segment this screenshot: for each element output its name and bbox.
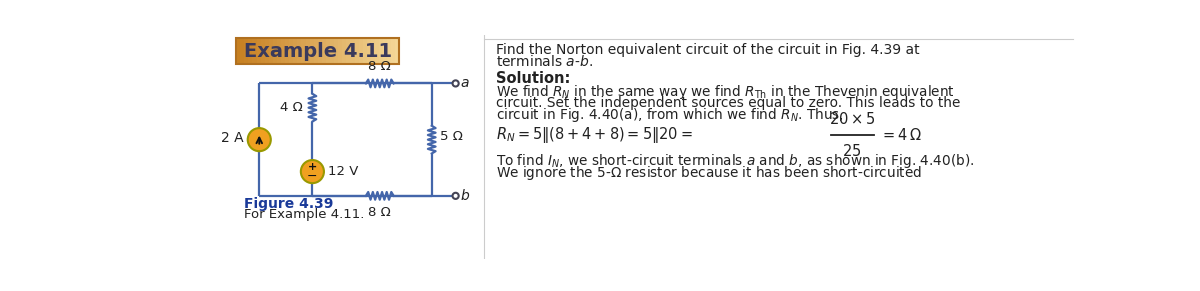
Text: $a$: $a$ [461, 77, 470, 91]
Bar [248, 38, 253, 64]
Text: 2 A: 2 A [221, 131, 244, 145]
Circle shape [452, 80, 458, 86]
Bar [330, 38, 335, 64]
Text: terminals $a$-$b$.: terminals $a$-$b$. [496, 54, 593, 69]
Text: Example 4.11: Example 4.11 [244, 42, 392, 61]
Bar [318, 38, 323, 64]
Bar [260, 38, 265, 64]
Text: We find $R_N$ in the same way we find $R_{\mathrm{Th}}$ in the Thevenin equivale: We find $R_N$ in the same way we find $R… [496, 83, 954, 101]
Bar [326, 38, 330, 64]
Bar [269, 38, 274, 64]
Bar [281, 38, 286, 64]
Bar [334, 38, 338, 64]
Circle shape [247, 128, 271, 151]
Text: circuit in Fig. 4.40(a), from which we find $R_N$. Thus,: circuit in Fig. 4.40(a), from which we f… [496, 106, 844, 124]
Text: 8 Ω: 8 Ω [368, 60, 391, 73]
Bar [342, 38, 347, 64]
Bar [293, 38, 298, 64]
Bar [310, 38, 314, 64]
Bar [245, 38, 248, 64]
Text: To find $I_N$, we short-circuit terminals $a$ and $b$, as shown in Fig. 4.40(b).: To find $I_N$, we short-circuit terminal… [496, 152, 974, 170]
Bar [313, 38, 318, 64]
Bar [391, 38, 396, 64]
Text: Solution:: Solution: [496, 71, 570, 86]
Bar [240, 38, 245, 64]
Text: $R_N = 5\|(8 + 4 + 8) = 5\|20 = $: $R_N = 5\|(8 + 4 + 8) = 5\|20 = $ [496, 125, 692, 145]
Text: 5 Ω: 5 Ω [440, 130, 463, 143]
Circle shape [301, 160, 324, 183]
Bar [306, 38, 310, 64]
Text: −: − [307, 170, 318, 183]
Bar [236, 38, 400, 64]
Bar [252, 38, 257, 64]
Text: 4 Ω: 4 Ω [280, 101, 302, 114]
Text: $25$: $25$ [842, 143, 862, 159]
Bar [395, 38, 400, 64]
Bar [354, 38, 359, 64]
Text: We ignore the 5-$\Omega$ resistor because it has been short-circuited: We ignore the 5-$\Omega$ resistor becaus… [496, 164, 922, 182]
Text: 8 Ω: 8 Ω [368, 206, 391, 219]
Bar [298, 38, 302, 64]
Bar [362, 38, 367, 64]
Text: +: + [307, 162, 317, 172]
Circle shape [452, 193, 458, 199]
Text: $b$: $b$ [461, 188, 470, 203]
Bar [347, 38, 350, 64]
Bar [236, 38, 241, 64]
Text: For Example 4.11.: For Example 4.11. [244, 208, 365, 221]
Bar [350, 38, 355, 64]
Bar [286, 38, 289, 64]
Bar [374, 38, 379, 64]
Bar [359, 38, 364, 64]
Bar [338, 38, 343, 64]
Text: $= 4\,\Omega$: $= 4\,\Omega$ [880, 127, 922, 143]
Text: Find the Norton equivalent circuit of the circuit in Fig. 4.39 at: Find the Norton equivalent circuit of th… [496, 42, 919, 56]
Bar [272, 38, 277, 64]
Bar [257, 38, 262, 64]
Bar [383, 38, 388, 64]
Bar [371, 38, 376, 64]
Text: $20 \times 5$: $20 \times 5$ [829, 111, 876, 127]
Bar [379, 38, 384, 64]
Bar [265, 38, 269, 64]
Text: Figure 4.39: Figure 4.39 [244, 197, 334, 211]
Bar [289, 38, 294, 64]
Bar [388, 38, 391, 64]
Bar [367, 38, 371, 64]
Bar [277, 38, 282, 64]
Bar [301, 38, 306, 64]
Text: circuit. Set the independent sources equal to zero. This leads to the: circuit. Set the independent sources equ… [496, 96, 960, 111]
Bar [322, 38, 326, 64]
Text: 12 V: 12 V [328, 165, 358, 178]
